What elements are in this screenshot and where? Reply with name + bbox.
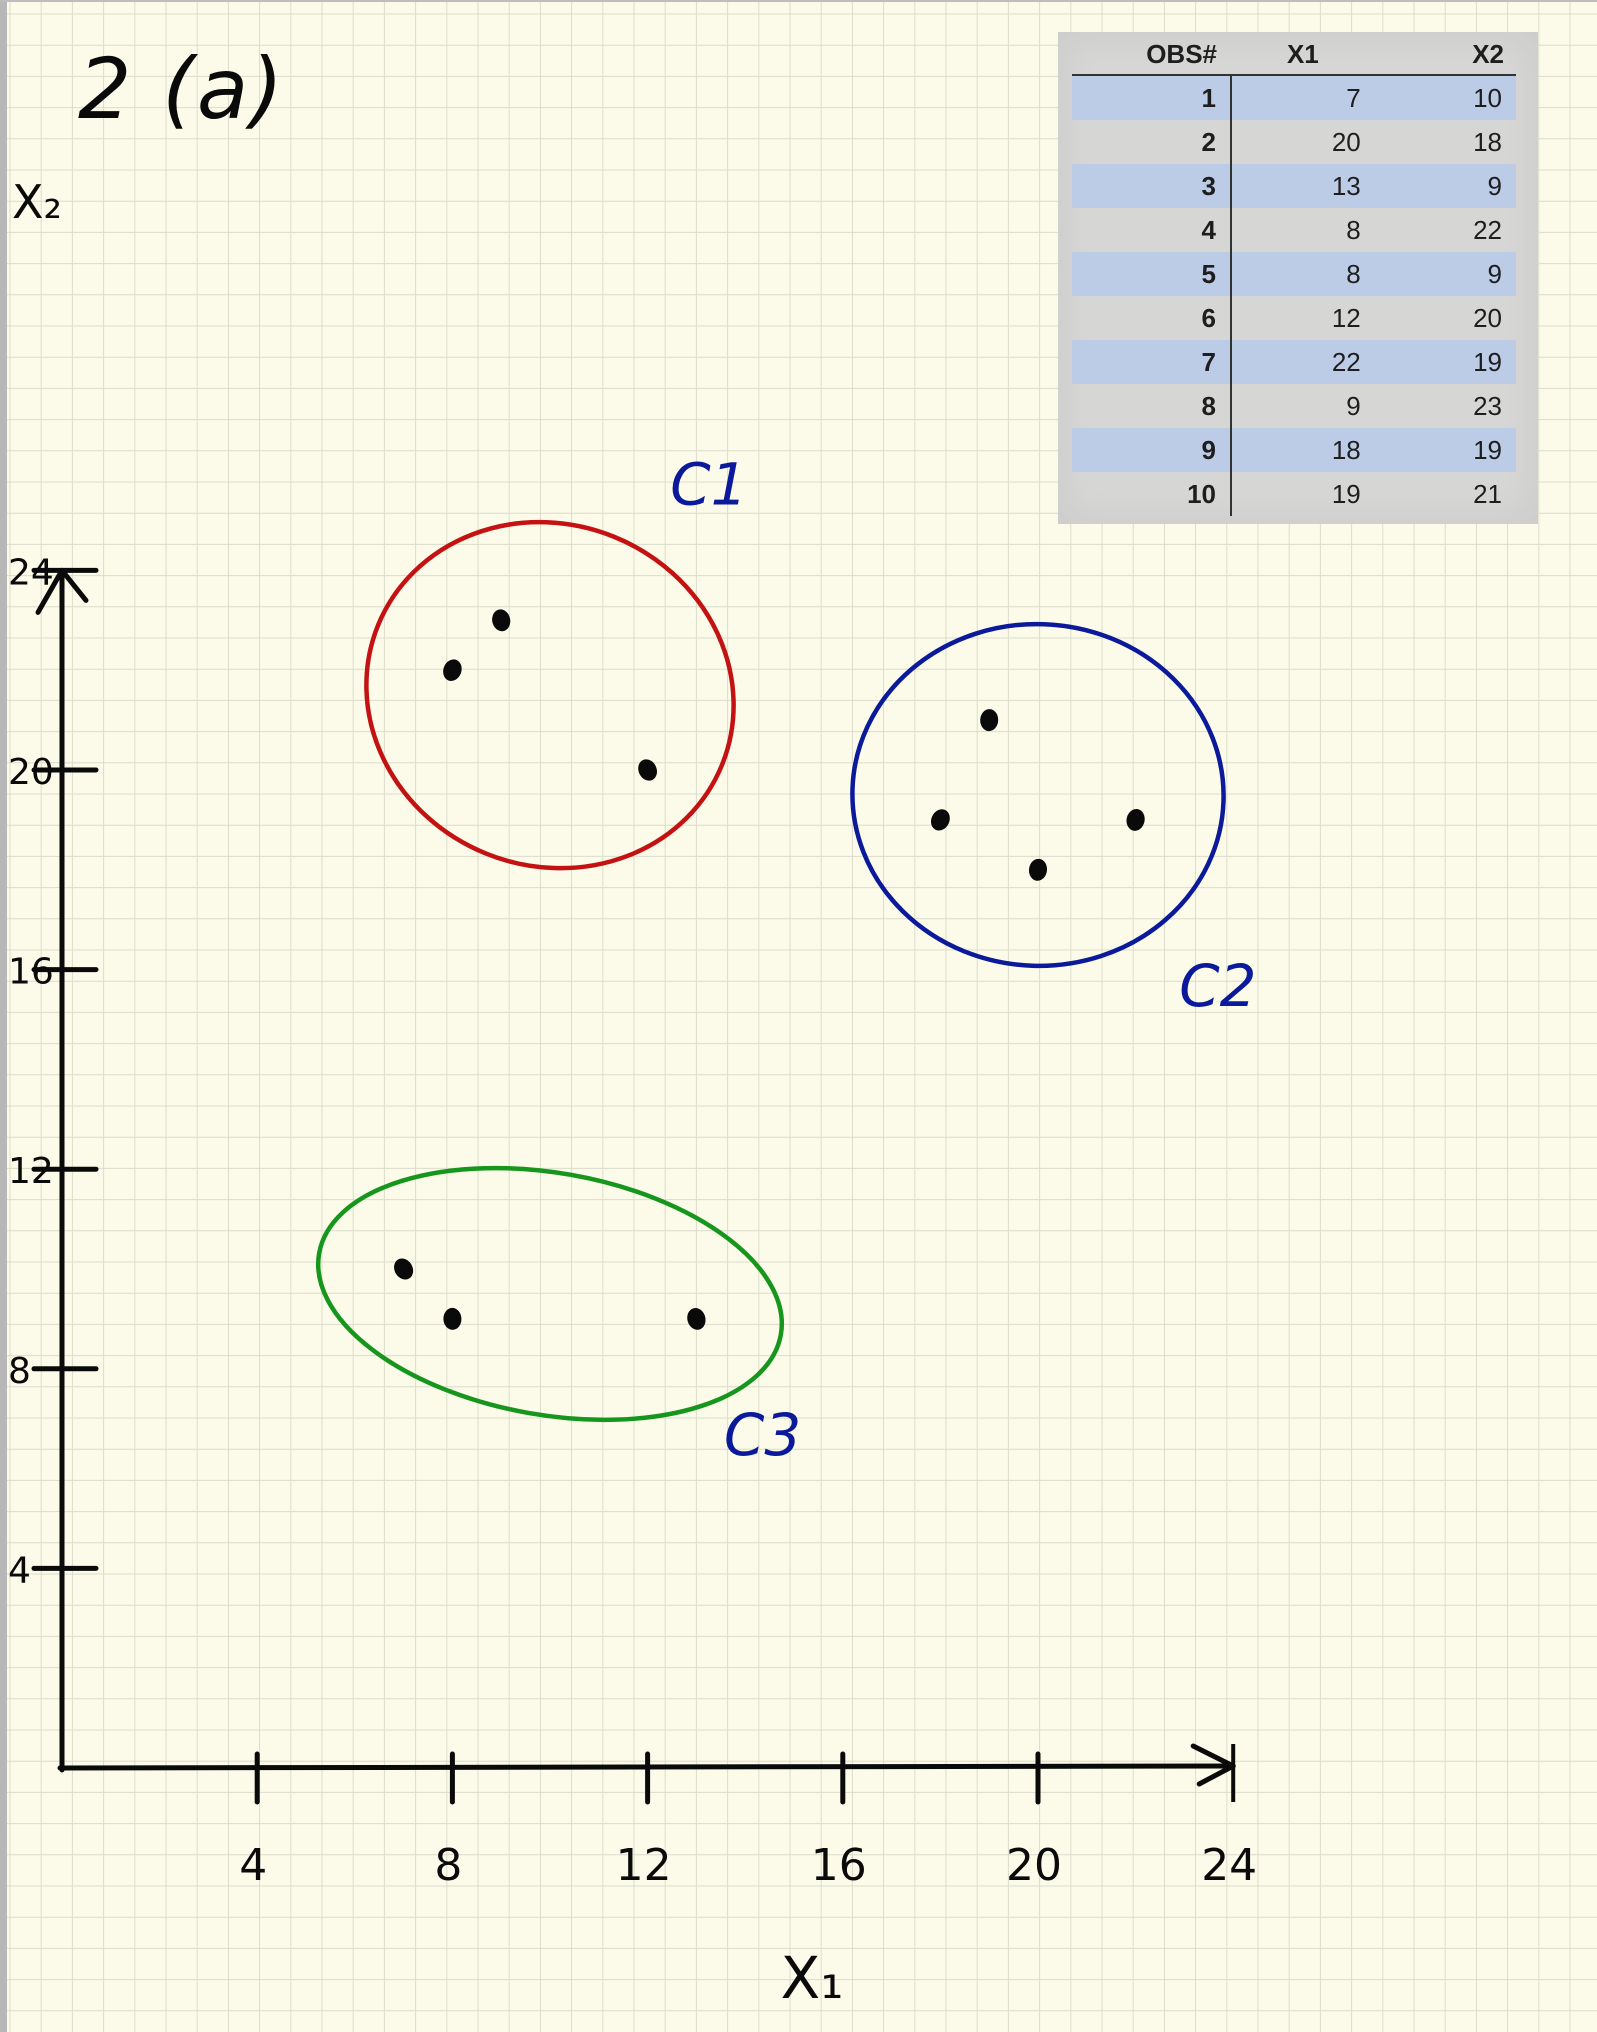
cell-x2: 19 xyxy=(1374,428,1516,472)
data-point xyxy=(930,809,950,831)
header-obs: OBS# xyxy=(1072,34,1231,76)
cell-obs: 1 xyxy=(1072,75,1232,120)
header-x2: X2 xyxy=(1374,34,1516,76)
y-tick-label: 8 xyxy=(8,1351,31,1392)
cell-x1: 12 xyxy=(1331,302,1361,333)
data-point xyxy=(687,1308,706,1330)
table-row: 9 18 19 xyxy=(1072,428,1516,472)
y-tick-label: 24 xyxy=(8,552,54,593)
cell-x2: 10 xyxy=(1374,75,1516,120)
x-tick-label: 4 xyxy=(239,1840,267,1891)
table-header-row: OBS# X1 X2 xyxy=(1072,34,1516,76)
cell-obs: 4 xyxy=(1072,208,1232,252)
axis-ticks: 4 8 12 16 20 24 4 8 12 16 20 24 xyxy=(8,552,1257,1891)
cell-x2: 18 xyxy=(1473,126,1502,157)
cell-obs: 2 xyxy=(1072,120,1232,164)
y-tick-label: 4 xyxy=(8,1550,31,1591)
data-point xyxy=(638,759,657,781)
cell-obs: 9 xyxy=(1072,428,1232,472)
y-tick-label: 16 xyxy=(8,952,54,993)
table-row: 1 7 10 xyxy=(1072,75,1516,120)
axis-labels: X₁ X₂ xyxy=(12,175,843,2012)
cell-x2: 19 xyxy=(1374,340,1516,384)
cell-obs: 3 xyxy=(1072,164,1232,208)
problem-label: 2 (a) xyxy=(78,40,286,138)
table-row: 6 12 20 xyxy=(1072,296,1516,340)
table-row: 7 22 19 xyxy=(1072,340,1516,384)
data-point xyxy=(443,659,462,681)
cell-x1: 22 xyxy=(1231,340,1375,384)
table-row: 10 19 21 xyxy=(1072,472,1516,516)
cell-x2: 9 xyxy=(1374,252,1516,296)
cluster-ellipse-c2 xyxy=(850,621,1226,969)
data-table-photo: OBS# X1 X2 1 7 10 2 20 18 3 13 9 4 8 22 5 8 9 6 12 20 7 22 1… xyxy=(1058,32,1538,524)
cluster-label-c3: C3 xyxy=(724,1401,801,1469)
cell-obs: 8 xyxy=(1072,384,1232,428)
cell-x2: 9 xyxy=(1374,164,1516,208)
data-point xyxy=(1028,858,1048,881)
data-points xyxy=(394,609,1145,1330)
cell-x2: 20 xyxy=(1473,302,1502,333)
cell-obs: 5 xyxy=(1072,252,1232,296)
page-edge xyxy=(0,0,7,2032)
cell-x1: 8 xyxy=(1346,214,1361,245)
cell-x1: 13 xyxy=(1231,164,1375,208)
header-x1: X1 xyxy=(1231,34,1375,76)
data-point xyxy=(394,1258,414,1280)
x-axis-label: X₁ xyxy=(781,1944,844,2012)
x-tick-label: 16 xyxy=(811,1840,867,1891)
table-row: 3 13 9 xyxy=(1072,164,1516,208)
x-tick-label: 12 xyxy=(616,1840,672,1891)
y-tick-label: 12 xyxy=(8,1151,54,1192)
table-row: 2 20 18 xyxy=(1072,120,1516,164)
data-point xyxy=(1126,808,1145,831)
data-point xyxy=(492,609,511,632)
cluster-ellipse-c3 xyxy=(315,1165,785,1423)
data-point xyxy=(980,709,999,732)
cell-x1: 7 xyxy=(1231,75,1375,120)
cell-obs: 6 xyxy=(1072,296,1232,340)
table-row: 4 8 22 xyxy=(1072,208,1516,252)
cell-obs: 10 xyxy=(1072,472,1232,516)
cell-x1: 19 xyxy=(1331,478,1361,509)
cell-x1: 9 xyxy=(1346,390,1361,421)
cell-x1: 8 xyxy=(1231,252,1375,296)
cell-x1: 20 xyxy=(1331,126,1361,157)
cell-x1: 18 xyxy=(1231,428,1375,472)
x-tick-label: 24 xyxy=(1201,1840,1257,1891)
cell-x2: 23 xyxy=(1473,390,1502,421)
y-axis-label: X₂ xyxy=(12,175,62,229)
cluster-ellipse-c1 xyxy=(364,519,736,871)
cell-x2: 22 xyxy=(1473,214,1502,245)
cell-x2: 21 xyxy=(1473,478,1502,509)
data-point xyxy=(443,1307,462,1330)
y-tick-label: 20 xyxy=(8,752,54,793)
x-tick-label: 8 xyxy=(434,1840,462,1891)
page-top-edge xyxy=(0,0,1597,2)
axes xyxy=(35,567,1236,1802)
table-row: 8 9 23 xyxy=(1072,384,1516,428)
x-tick-label: 20 xyxy=(1006,1840,1062,1891)
cluster-label-c1: C1 xyxy=(670,450,747,518)
data-table: OBS# X1 X2 1 7 10 2 20 18 3 13 9 4 8 22 5 8 9 6 12 20 7 22 1… xyxy=(1072,34,1516,516)
cell-obs: 7 xyxy=(1072,340,1232,384)
cluster-ellipses: C1 C2 C3 xyxy=(315,450,1256,1469)
cluster-label-c2: C2 xyxy=(1179,952,1256,1020)
